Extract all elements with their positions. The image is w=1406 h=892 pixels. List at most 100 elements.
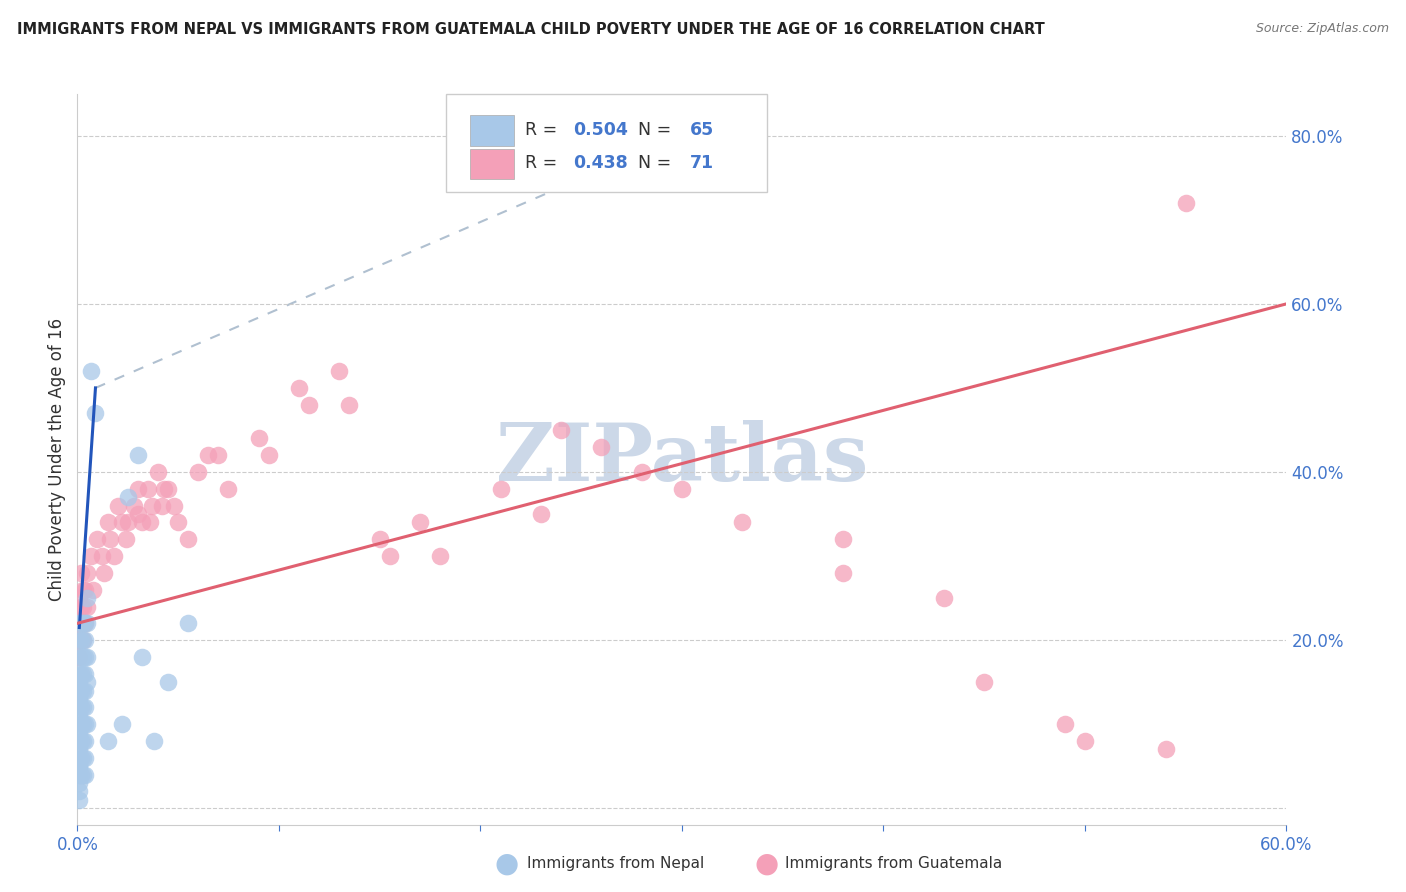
Point bbox=[136, 482, 159, 496]
Point bbox=[96, 516, 118, 530]
Point bbox=[75, 666, 97, 681]
Point bbox=[67, 675, 90, 690]
Text: R =: R = bbox=[524, 120, 562, 138]
Point bbox=[67, 784, 90, 798]
Point bbox=[973, 675, 995, 690]
Point bbox=[550, 423, 572, 437]
Point bbox=[75, 616, 97, 631]
Point bbox=[591, 440, 613, 454]
Text: 65: 65 bbox=[690, 120, 714, 138]
Text: Source: ZipAtlas.com: Source: ZipAtlas.com bbox=[1256, 22, 1389, 36]
Point bbox=[117, 490, 139, 504]
Point bbox=[288, 381, 311, 395]
Point bbox=[72, 649, 94, 664]
Point bbox=[409, 516, 432, 530]
Point bbox=[67, 649, 90, 664]
Text: N =: N = bbox=[627, 120, 678, 138]
Point bbox=[117, 516, 139, 530]
Text: ●: ● bbox=[754, 849, 779, 878]
Point bbox=[75, 582, 97, 597]
Point bbox=[75, 751, 97, 765]
Point bbox=[67, 742, 90, 756]
Point bbox=[127, 482, 149, 496]
Point bbox=[76, 591, 98, 606]
Point bbox=[207, 448, 229, 462]
Text: Immigrants from Nepal: Immigrants from Nepal bbox=[527, 856, 704, 871]
Point bbox=[86, 533, 108, 547]
Point bbox=[67, 700, 90, 714]
FancyBboxPatch shape bbox=[470, 148, 513, 179]
Point bbox=[122, 499, 145, 513]
Point bbox=[70, 649, 93, 664]
Text: Immigrants from Guatemala: Immigrants from Guatemala bbox=[785, 856, 1002, 871]
Point bbox=[1174, 196, 1197, 211]
Point bbox=[167, 516, 190, 530]
Point bbox=[72, 633, 94, 648]
Point bbox=[90, 549, 112, 563]
Point bbox=[72, 751, 94, 765]
Point bbox=[298, 398, 321, 412]
Point bbox=[1154, 742, 1177, 756]
Point bbox=[67, 776, 90, 790]
Point bbox=[67, 692, 90, 706]
FancyBboxPatch shape bbox=[446, 94, 766, 193]
Point bbox=[177, 533, 200, 547]
Point bbox=[530, 507, 553, 521]
Point bbox=[67, 633, 90, 648]
Point bbox=[76, 717, 98, 731]
Point bbox=[67, 759, 90, 773]
Point bbox=[67, 683, 90, 698]
Point bbox=[107, 499, 129, 513]
Text: R =: R = bbox=[524, 154, 562, 172]
Point bbox=[127, 507, 149, 521]
Point bbox=[1074, 734, 1097, 748]
Point bbox=[82, 582, 104, 597]
Point bbox=[671, 482, 693, 496]
Point bbox=[429, 549, 451, 563]
Point bbox=[131, 516, 153, 530]
Y-axis label: Child Poverty Under the Age of 16: Child Poverty Under the Age of 16 bbox=[48, 318, 66, 601]
Point bbox=[70, 683, 93, 698]
Point bbox=[157, 482, 180, 496]
Point bbox=[67, 666, 90, 681]
Point bbox=[72, 700, 94, 714]
Point bbox=[72, 582, 94, 597]
Point bbox=[75, 734, 97, 748]
Point bbox=[84, 406, 107, 420]
Point bbox=[218, 482, 240, 496]
Point bbox=[75, 717, 97, 731]
Point bbox=[70, 599, 93, 614]
Point bbox=[127, 448, 149, 462]
Point bbox=[70, 633, 93, 648]
Point bbox=[139, 516, 162, 530]
FancyBboxPatch shape bbox=[470, 115, 513, 145]
Point bbox=[328, 364, 350, 378]
Text: ZIPatlas: ZIPatlas bbox=[496, 420, 868, 499]
Point bbox=[76, 599, 98, 614]
Point bbox=[72, 616, 94, 631]
Point bbox=[177, 616, 200, 631]
Point bbox=[111, 516, 134, 530]
Point bbox=[75, 649, 97, 664]
Point bbox=[247, 431, 270, 445]
Point bbox=[163, 499, 186, 513]
Point bbox=[67, 616, 90, 631]
Point bbox=[75, 767, 97, 781]
Point bbox=[70, 767, 93, 781]
Point bbox=[70, 717, 93, 731]
Point bbox=[70, 734, 93, 748]
Point bbox=[932, 591, 955, 606]
Point bbox=[67, 616, 90, 631]
Text: ●: ● bbox=[494, 849, 519, 878]
Point bbox=[67, 793, 90, 807]
Point bbox=[70, 616, 93, 631]
Point bbox=[111, 717, 134, 731]
Point bbox=[72, 734, 94, 748]
Point bbox=[153, 482, 176, 496]
Point bbox=[257, 448, 280, 462]
Point bbox=[67, 734, 90, 748]
Point bbox=[67, 717, 90, 731]
Point bbox=[67, 759, 90, 773]
Point bbox=[67, 591, 90, 606]
Point bbox=[1053, 717, 1076, 731]
